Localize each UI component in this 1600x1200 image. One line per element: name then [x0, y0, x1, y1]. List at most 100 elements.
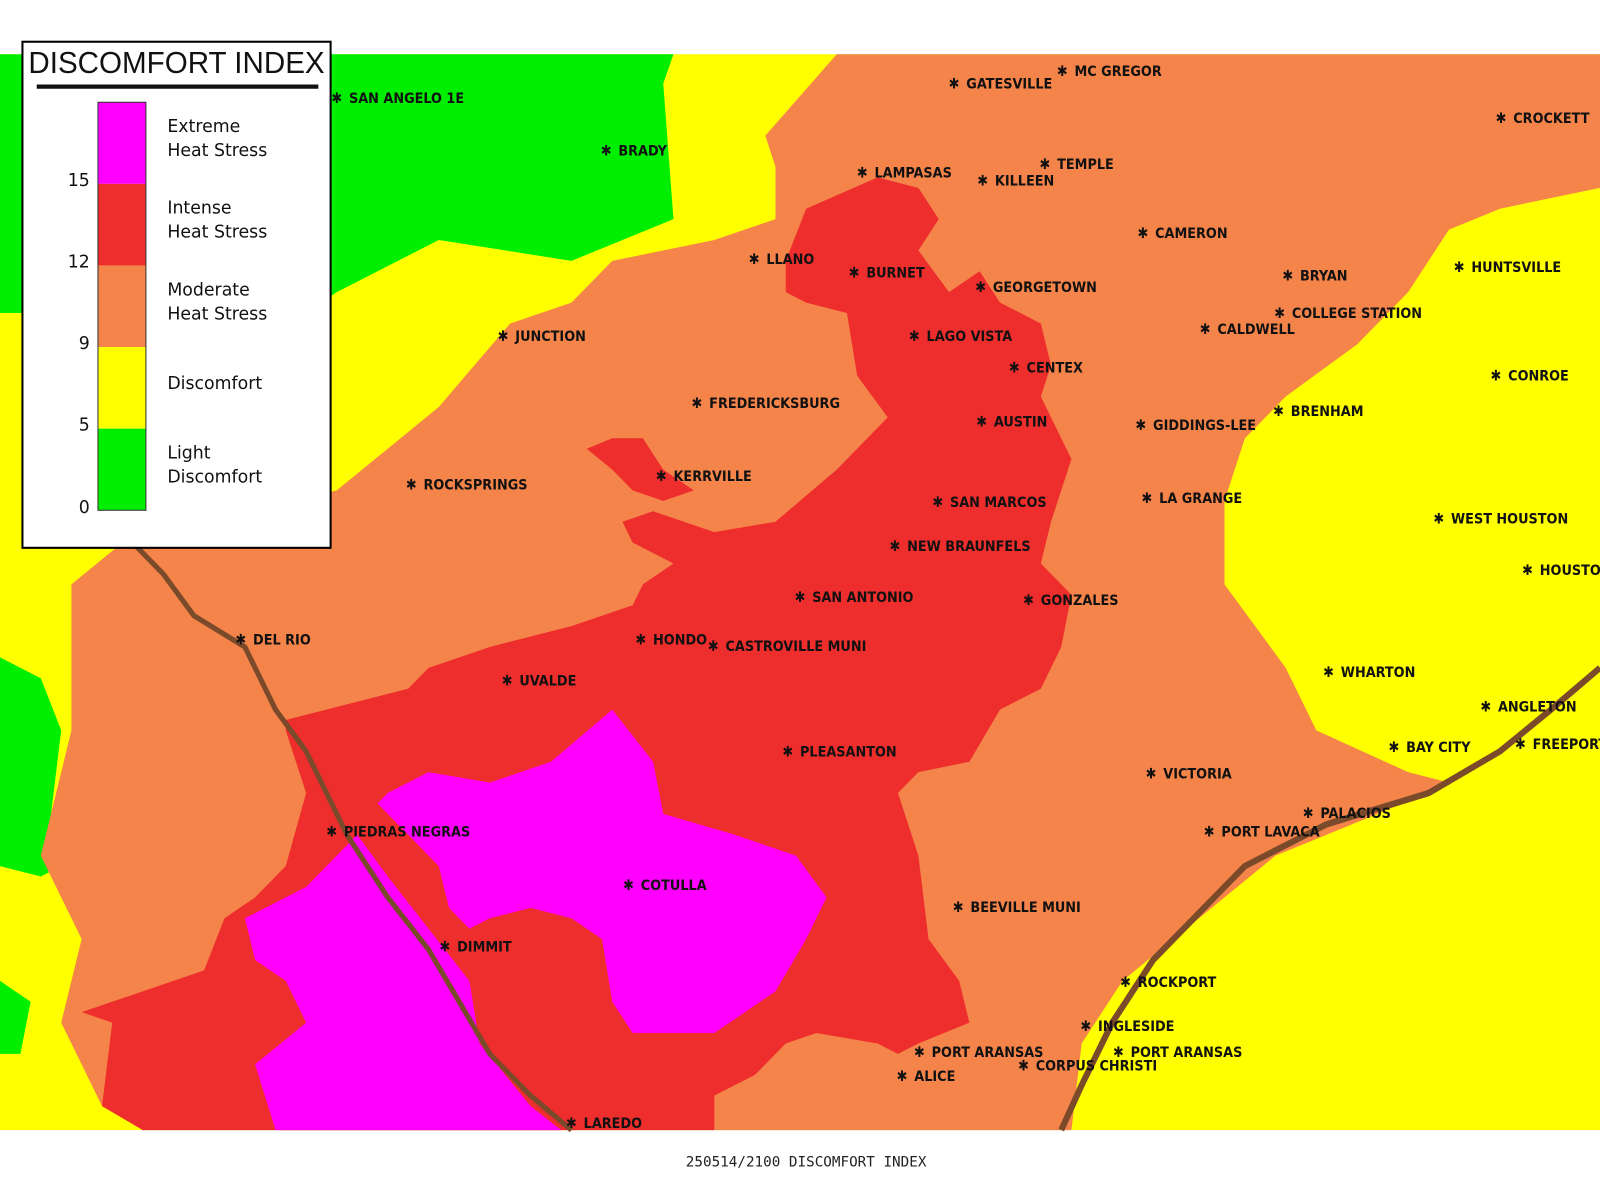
city-label: SAN MARCOS [950, 495, 1047, 511]
city-marker: ✱ [635, 633, 646, 649]
legend-label: Discomfort [167, 467, 262, 487]
legend-label: Moderate [167, 280, 249, 300]
city-marker: ✱ [1282, 268, 1293, 284]
city-marker: ✱ [1515, 737, 1526, 753]
city-marker: ✱ [1120, 975, 1131, 991]
city-marker: ✱ [1135, 418, 1146, 434]
legend-swatch [97, 265, 146, 348]
city-marker: ✱ [1023, 593, 1034, 609]
city-label: LAGO VISTA [927, 329, 1013, 345]
city-marker: ✱ [1018, 1058, 1029, 1074]
city-marker: ✱ [1433, 512, 1444, 528]
city-marker: ✱ [1080, 1019, 1091, 1035]
city-label: FREDERICKSBURG [709, 396, 840, 412]
city-marker: ✱ [1204, 825, 1215, 841]
city-marker: ✱ [601, 143, 612, 159]
city-label: GONZALES [1041, 593, 1119, 609]
city-label: BRENHAM [1291, 404, 1364, 420]
city-marker: ✱ [1454, 260, 1465, 276]
city-label: CAMERON [1155, 226, 1227, 242]
city-marker: ✱ [406, 477, 417, 493]
legend-label: Heat Stress [167, 223, 267, 243]
city-label: PORT ARANSAS [1131, 1045, 1243, 1061]
city-marker: ✱ [782, 744, 793, 760]
city-marker: ✱ [566, 1116, 577, 1132]
legend-label: Heat Stress [167, 304, 267, 324]
city-label: TEMPLE [1057, 157, 1114, 173]
city-label: KERRVILLE [673, 469, 751, 485]
city-marker: ✱ [498, 329, 509, 345]
city-label: SAN ANGELO 1E [349, 91, 464, 107]
city-label: HUNTSVILLE [1471, 260, 1561, 276]
city-marker: ✱ [692, 396, 703, 412]
region-intense [586, 438, 694, 501]
city-marker: ✱ [708, 639, 719, 655]
city-label: CENTEX [1027, 360, 1083, 376]
city-marker: ✱ [1200, 322, 1211, 338]
city-label: ROCKPORT [1138, 975, 1217, 991]
city-label: CASTROVILLE MUNI [726, 639, 867, 655]
city-marker: ✱ [1057, 64, 1068, 80]
cities: ✱ SAN ANGELO 1E ✱ BRADY ✱ GATESVILLE ✱ MC GREGO… [235, 64, 1600, 1132]
legend-tick-label: 9 [79, 334, 90, 354]
legend-label: Extreme [167, 117, 240, 137]
city-label: PLEASANTON [800, 744, 897, 760]
legend-swatch [97, 183, 146, 266]
city-marker: ✱ [1388, 740, 1399, 756]
city-label: COTULLA [641, 878, 707, 894]
legend-label: Discomfort [167, 374, 262, 394]
city-marker: ✱ [1274, 306, 1285, 322]
city-label: BRADY [618, 143, 667, 159]
legend-title: DISCOMFORT INDEX [28, 47, 324, 80]
river [130, 540, 574, 1133]
city-marker: ✱ [1480, 699, 1491, 715]
city-label: GEORGETOWN [993, 280, 1097, 296]
city-label: COLLEGE STATION [1292, 306, 1422, 322]
city-label: BEEVILLE MUNI [970, 900, 1080, 916]
city-label: HOUSTON [1540, 563, 1600, 579]
city-label: GIDDINGS-LEE [1153, 418, 1256, 434]
city-label: WHARTON [1341, 665, 1416, 681]
city-marker: ✱ [1009, 360, 1020, 376]
city-marker: ✱ [1496, 111, 1507, 127]
city-marker: ✱ [1273, 404, 1284, 420]
legend-swatch [97, 428, 146, 511]
city-label: BRYAN [1300, 268, 1348, 284]
city-marker: ✱ [849, 265, 860, 281]
city-marker: ✱ [975, 280, 986, 296]
legend-swatch [97, 347, 146, 429]
city-label: CORPUS CHRISTI [1036, 1058, 1157, 1074]
city-marker: ✱ [953, 900, 964, 916]
city-label: ANGLETON [1498, 699, 1577, 715]
city-label: LLANO [766, 252, 814, 268]
city-label: MC GREGOR [1074, 64, 1161, 80]
legend-bar-outline [97, 101, 147, 511]
city-label: PORT LAVACA [1221, 825, 1319, 841]
city-marker: ✱ [1303, 806, 1314, 822]
city-label: ROCKSPRINGS [423, 477, 527, 493]
city-label: PALACIOS [1320, 806, 1391, 822]
legend-tick-label: 5 [79, 415, 90, 435]
city-label: LAREDO [584, 1116, 642, 1132]
city-label: LAMPASAS [874, 165, 951, 181]
city-marker: ✱ [976, 415, 987, 431]
city-marker: ✱ [897, 1069, 908, 1085]
city-label: SAN ANTONIO [812, 590, 913, 606]
city-label: CROCKETT [1513, 111, 1589, 127]
city-marker: ✱ [909, 329, 920, 345]
city-marker: ✱ [932, 495, 943, 511]
city-label: KILLEEN [995, 173, 1054, 189]
city-label: UVALDE [519, 673, 576, 689]
city-marker: ✱ [440, 939, 451, 955]
legend: DISCOMFORT INDEX Extreme Heat Stress Inten… [21, 40, 332, 549]
city-marker: ✱ [977, 173, 988, 189]
coastline [1058, 665, 1600, 1132]
city-label: WEST HOUSTON [1451, 512, 1568, 528]
city-label: DIMMIT [457, 939, 512, 955]
city-marker: ✱ [749, 252, 760, 268]
city-marker: ✱ [857, 165, 868, 181]
city-marker: ✱ [1146, 766, 1157, 782]
city-marker: ✱ [1113, 1045, 1124, 1061]
city-marker: ✱ [890, 539, 901, 555]
